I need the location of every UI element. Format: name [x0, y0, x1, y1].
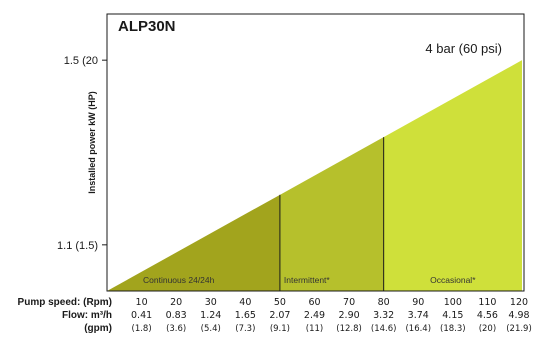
zone-label: Occasional* [430, 275, 476, 285]
table-cell: (16.4) [405, 324, 431, 334]
table-cell: (9.1) [270, 324, 290, 334]
table-cell: (21.9) [506, 324, 532, 334]
table-cell: (18.3) [440, 324, 466, 334]
table-cell: 1.24 [200, 310, 221, 321]
zone-1 [107, 194, 280, 291]
table-cell: (3.6) [166, 324, 186, 334]
y-axis-label: Installed power kW (HP) [87, 91, 97, 194]
table-cell: (20) [479, 324, 496, 334]
zone-labels: Continuous 24/24h Intermittent* Occasional… [143, 275, 476, 285]
table-row-label: (gpm) [84, 323, 112, 334]
zone-label: Intermittent* [284, 275, 331, 285]
table-cell: 60 [308, 297, 320, 308]
zone-2 [279, 137, 384, 291]
table-cell: 0.83 [166, 310, 187, 321]
table-cell: 100 [444, 297, 462, 308]
table-cell: 30 [205, 297, 217, 308]
table-cell: 0.41 [131, 310, 152, 321]
table-cell: 3.32 [373, 310, 394, 321]
table-cell: (7.3) [235, 324, 255, 334]
table-cell: 10 [136, 297, 148, 308]
table-cell: 3.74 [408, 310, 429, 321]
table-cell: 110 [478, 297, 496, 308]
table-cell: 50 [274, 297, 286, 308]
table-cell: (5.4) [201, 324, 221, 334]
table-row-label: Pump speed: (Rpm) [18, 297, 112, 308]
table-cell: 4.98 [508, 310, 529, 321]
pressure-annotation: 4 bar (60 psi) [425, 41, 502, 56]
table-cell: (12.8) [336, 324, 362, 334]
table-cell: 4.15 [442, 310, 463, 321]
table-cell: 2.49 [304, 310, 325, 321]
table-cell: 1.65 [235, 310, 256, 321]
chart-title: ALP30N [118, 18, 176, 35]
table-cell: 20 [170, 297, 182, 308]
table-cell: 90 [412, 297, 424, 308]
table-cell: 2.07 [269, 310, 290, 321]
y-tick-label: 1.1 (1.5) [57, 240, 98, 252]
y-tick-label: 1.5 (20 [64, 55, 98, 67]
zones-layer [107, 60, 522, 291]
table-cell: 4.56 [477, 310, 498, 321]
table-row-label: Flow: m³/h [62, 310, 112, 321]
table-cell: 80 [378, 297, 390, 308]
table-cell: 70 [343, 297, 355, 308]
pump-speed-table: Pump speed: (Rpm) 10 20 30 40 50 60 70 80 90 100 11… [18, 297, 532, 334]
table-cell: 40 [239, 297, 251, 308]
zone-dividers [279, 137, 385, 291]
table-cell: 2.90 [339, 310, 360, 321]
table-cell: (1.8) [132, 324, 152, 334]
table-cell: (11) [306, 324, 323, 334]
plot-frame [106, 13, 525, 292]
zone-label: Continuous 24/24h [143, 275, 215, 285]
table-cell: (14.6) [371, 324, 397, 334]
y-axis: 1.1 (1.5) 1.5 (20 [57, 55, 107, 252]
zone-3 [383, 60, 522, 291]
table-cell: 120 [510, 297, 528, 308]
